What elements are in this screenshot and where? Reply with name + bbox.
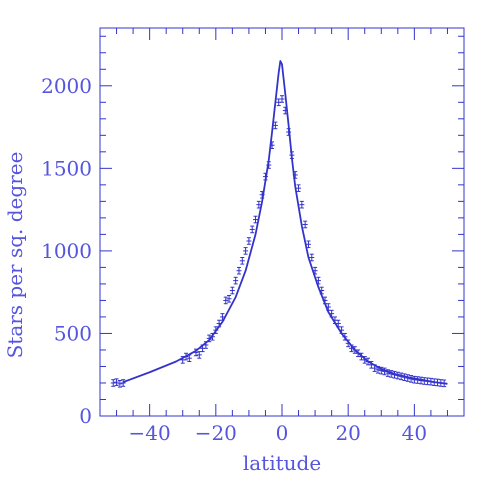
data-point: [223, 296, 229, 305]
y-tick-label: 0: [79, 404, 92, 428]
x-tick-label: 40: [402, 421, 427, 445]
data-point: [388, 370, 394, 378]
y-axis-label: Stars per sq. degree: [3, 152, 27, 359]
data-point: [253, 215, 259, 224]
x-tick-label: −20: [195, 421, 237, 445]
data-point: [296, 184, 302, 192]
data-point: [117, 380, 123, 388]
x-tick-label: −40: [129, 421, 171, 445]
data-point: [243, 247, 249, 255]
model-curve-line: [122, 60, 448, 385]
data-point: [229, 286, 235, 295]
y-tick-label: 1000: [41, 239, 92, 263]
data-point: [110, 379, 116, 387]
data-point: [246, 237, 252, 245]
data-point: [279, 95, 285, 103]
data-point: [236, 266, 242, 275]
data-point: [239, 256, 245, 265]
data-point: [249, 225, 255, 234]
data-point: [233, 276, 239, 285]
x-tick-label: 20: [335, 421, 360, 445]
x-axis-label: latitude: [243, 451, 321, 475]
data-point: [302, 220, 308, 229]
data-point: [226, 294, 232, 303]
data-point: [120, 379, 126, 387]
x-tick-label: 0: [276, 421, 289, 445]
data-point: [299, 200, 305, 209]
y-tick-label: 500: [54, 321, 92, 345]
plot-frame: [99, 27, 465, 417]
y-tick-label: 1500: [41, 156, 92, 180]
y-tick-label: 2000: [41, 74, 92, 98]
data-point: [114, 378, 120, 386]
